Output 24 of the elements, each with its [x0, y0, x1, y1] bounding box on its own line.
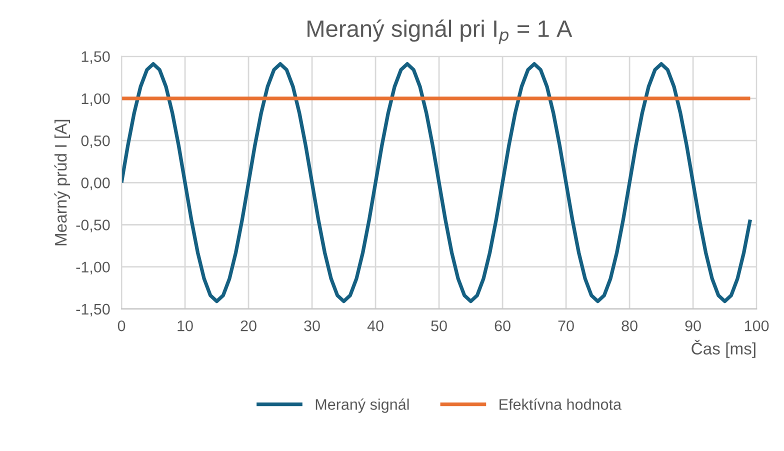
x-tick-label: 30 — [304, 320, 320, 332]
x-tick-label: 80 — [622, 320, 638, 332]
y-tick-label: -0,50 — [76, 220, 110, 232]
x-axis-title: Čas [ms] — [692, 340, 756, 358]
x-tick-label: 50 — [431, 320, 447, 332]
y-tick-label: 1,50 — [82, 51, 110, 64]
x-tick-label: 10 — [178, 320, 193, 332]
y-tick-label: -1,00 — [76, 262, 110, 274]
x-tick-label: 0 — [118, 320, 126, 332]
y-tick-label: -1,50 — [76, 304, 110, 316]
x-tick-label: 40 — [367, 320, 384, 332]
x-tick-label: 20 — [240, 320, 256, 332]
chart-title: Meraný signál pri I$_{p}$ = 1 A — [308, 19, 572, 44]
y-tick-label: 0,00 — [81, 178, 110, 190]
y-tick-label: 0,50 — [81, 135, 110, 148]
line-series — [122, 62, 752, 304]
x-tick-label: 100 — [744, 320, 769, 332]
legend-label: Meraný signál — [316, 398, 409, 413]
x-tick-label: 90 — [685, 320, 701, 332]
x-tick-label: 70 — [558, 320, 574, 332]
y-axis-title: Mearný prúd I [A] — [54, 120, 70, 246]
y-tick-label: 1,00 — [82, 93, 110, 106]
x-tick-label: 60 — [494, 320, 510, 332]
legend-label: Efektívna hodnota — [500, 398, 622, 410]
